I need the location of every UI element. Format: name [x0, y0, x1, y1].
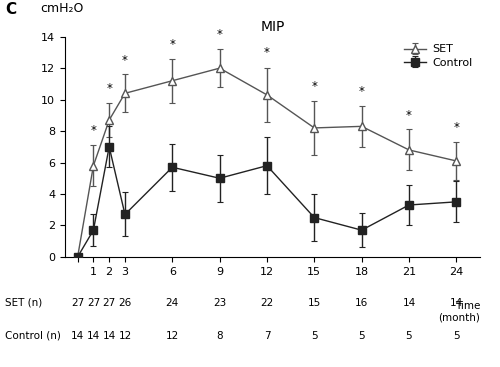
Text: 14: 14 — [402, 298, 415, 308]
Text: 23: 23 — [213, 298, 226, 308]
Legend: SET, Control: SET, Control — [402, 42, 474, 70]
Text: 16: 16 — [355, 298, 368, 308]
Text: 24: 24 — [166, 298, 179, 308]
Text: 5: 5 — [358, 331, 365, 341]
Text: 14: 14 — [102, 331, 116, 341]
Text: cmH₂O: cmH₂O — [40, 2, 84, 15]
Text: 14: 14 — [450, 298, 463, 308]
Text: 12: 12 — [166, 331, 179, 341]
Text: 5: 5 — [406, 331, 412, 341]
Text: 14: 14 — [71, 331, 84, 341]
Text: 22: 22 — [260, 298, 274, 308]
Text: SET (n): SET (n) — [5, 298, 42, 308]
Text: *: * — [264, 46, 270, 59]
Text: 27: 27 — [102, 298, 116, 308]
Text: *: * — [122, 54, 128, 66]
Text: *: * — [358, 85, 364, 98]
Text: 27: 27 — [71, 298, 84, 308]
Text: 5: 5 — [311, 331, 318, 341]
Text: *: * — [454, 121, 460, 134]
Text: C: C — [5, 2, 16, 17]
Text: 12: 12 — [118, 331, 132, 341]
Text: *: * — [106, 82, 112, 95]
Text: 15: 15 — [308, 298, 321, 308]
Text: *: * — [90, 124, 96, 137]
Text: 5: 5 — [453, 331, 460, 341]
Text: 7: 7 — [264, 331, 270, 341]
Text: Time
(month): Time (month) — [438, 301, 480, 323]
Text: *: * — [312, 80, 318, 93]
Text: Control (n): Control (n) — [5, 331, 61, 341]
Text: 27: 27 — [87, 298, 100, 308]
Text: *: * — [216, 28, 222, 41]
Text: 8: 8 — [216, 331, 223, 341]
Title: MIP: MIP — [260, 20, 284, 34]
Text: 26: 26 — [118, 298, 132, 308]
Text: *: * — [170, 38, 175, 51]
Text: *: * — [406, 109, 412, 121]
Text: 14: 14 — [87, 331, 100, 341]
